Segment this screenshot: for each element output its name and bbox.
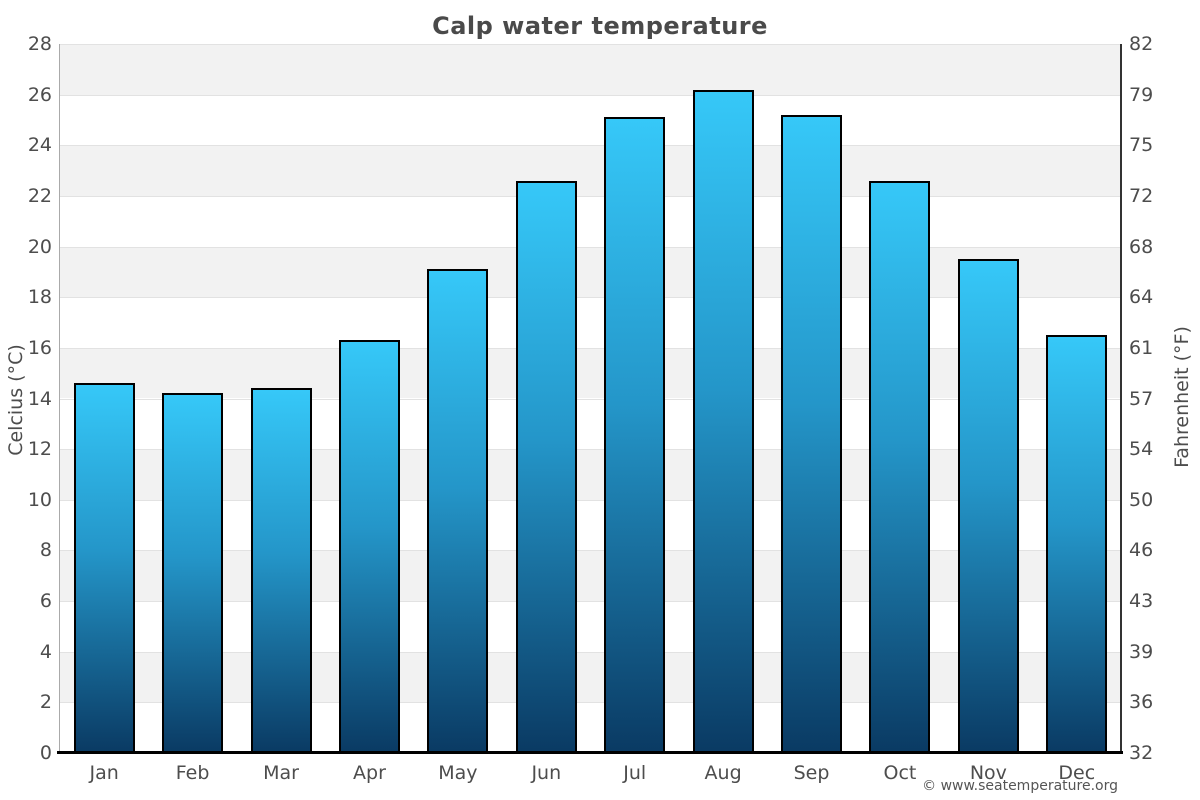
grid-band bbox=[60, 145, 1121, 196]
y-axis-right-tick-label: 32 bbox=[1129, 742, 1154, 764]
x-axis-tick-label-jun: Jun bbox=[531, 762, 562, 784]
y-axis-right-tick-label: 39 bbox=[1129, 640, 1154, 663]
y-axis-right-tick-label: 75 bbox=[1129, 134, 1154, 157]
bar-jun bbox=[515, 180, 577, 753]
y-axis-left-tick-label: 10 bbox=[27, 488, 52, 511]
grid-band bbox=[60, 449, 1121, 500]
y-axis-left-tick-label: 20 bbox=[27, 235, 52, 258]
gridline bbox=[60, 94, 1121, 96]
gridline bbox=[60, 499, 1121, 501]
chart-title: Calp water temperature bbox=[432, 12, 768, 40]
bar-jan bbox=[73, 383, 135, 753]
gridline bbox=[60, 398, 1121, 400]
y-axis-left-tick-label: 8 bbox=[39, 539, 52, 562]
grid-band bbox=[60, 347, 1121, 399]
y-axis-right-line bbox=[1120, 44, 1122, 753]
x-axis-tick-label-nov: Nov bbox=[969, 762, 1007, 784]
x-axis-tick-label-aug: Aug bbox=[704, 762, 742, 784]
bar-nov bbox=[957, 259, 1019, 753]
y-axis-right-tick-label: 54 bbox=[1129, 438, 1154, 461]
gridline bbox=[60, 44, 1121, 45]
x-axis-tick-label-feb: Feb bbox=[175, 762, 210, 784]
bar-sep bbox=[781, 114, 843, 753]
copyright-text: © www.seatemperature.org bbox=[922, 778, 1118, 794]
y-axis-left-tick-label: 28 bbox=[27, 33, 52, 55]
gridline bbox=[60, 347, 1121, 349]
y-axis-left-tick-label: 24 bbox=[27, 134, 52, 157]
x-axis-tick-label-mar: Mar bbox=[263, 762, 299, 784]
y-axis-left-tick-label: 14 bbox=[27, 387, 52, 410]
y-axis-right-tick-label: 57 bbox=[1129, 387, 1154, 410]
y-axis-right-tick-label: 64 bbox=[1129, 286, 1154, 309]
y-axis-left-tick-label: 26 bbox=[27, 83, 52, 106]
gridline bbox=[60, 449, 1121, 451]
grid-band bbox=[60, 550, 1121, 602]
grid-band bbox=[60, 246, 1121, 298]
x-axis-tick-label-sep: Sep bbox=[793, 762, 830, 784]
gridline bbox=[60, 601, 1121, 603]
y-axis-left-tick-label: 18 bbox=[27, 286, 52, 309]
y-axis-right-tick-label: 43 bbox=[1129, 590, 1154, 613]
bar-feb bbox=[162, 393, 224, 753]
bar-aug bbox=[692, 89, 754, 753]
x-axis-tick-label-may: May bbox=[438, 762, 478, 784]
gridline bbox=[60, 651, 1121, 653]
gridline bbox=[60, 297, 1121, 299]
y-axis-left-tick-label: 6 bbox=[39, 590, 52, 613]
y-axis-right-tick-label: 61 bbox=[1129, 336, 1154, 359]
y-axis-right-tick-label: 46 bbox=[1129, 539, 1154, 562]
x-axis-tick-label-dec: Dec bbox=[1058, 762, 1096, 784]
y-axis-right-tick-label: 72 bbox=[1129, 184, 1154, 207]
x-axis-tick-label-jan: Jan bbox=[89, 762, 119, 784]
y-axis-left-tick-label: 4 bbox=[39, 640, 52, 663]
gridline bbox=[60, 702, 1121, 704]
gridline bbox=[60, 246, 1121, 248]
gridline bbox=[60, 195, 1121, 197]
grid-band bbox=[60, 651, 1121, 703]
y-axis-left-tick-label: 16 bbox=[27, 336, 52, 359]
y-axis-right-tick-label: 68 bbox=[1129, 235, 1154, 258]
y-axis-left-tick-label: 12 bbox=[27, 438, 52, 461]
grid-band bbox=[60, 44, 1121, 95]
y-axis-right-tick-label: 82 bbox=[1129, 33, 1154, 55]
x-axis-baseline bbox=[57, 751, 1123, 754]
x-axis-tick-label-jul: Jul bbox=[623, 762, 647, 784]
y-axis-right-tick-label: 50 bbox=[1129, 488, 1154, 511]
bar-jul bbox=[604, 117, 666, 753]
bar-mar bbox=[250, 388, 312, 753]
gridline bbox=[60, 145, 1121, 147]
y-axis-left-tick-label: 22 bbox=[27, 184, 52, 207]
y-axis-right-tick-label: 79 bbox=[1129, 83, 1154, 106]
gridline bbox=[60, 550, 1121, 552]
bar-dec bbox=[1046, 335, 1108, 753]
bar-apr bbox=[338, 340, 400, 753]
plot-area bbox=[60, 44, 1121, 753]
y-axis-right-tick-label: 36 bbox=[1129, 691, 1154, 714]
x-axis-tick-label-oct: Oct bbox=[883, 762, 917, 784]
bar-oct bbox=[869, 180, 931, 753]
x-axis-tick-label-apr: Apr bbox=[353, 762, 386, 784]
y-axis-left-tick-label: 2 bbox=[39, 691, 52, 714]
y-axis-left-line bbox=[59, 44, 60, 753]
y-axis-left-tick-label: 0 bbox=[39, 742, 52, 764]
bar-may bbox=[427, 269, 489, 753]
